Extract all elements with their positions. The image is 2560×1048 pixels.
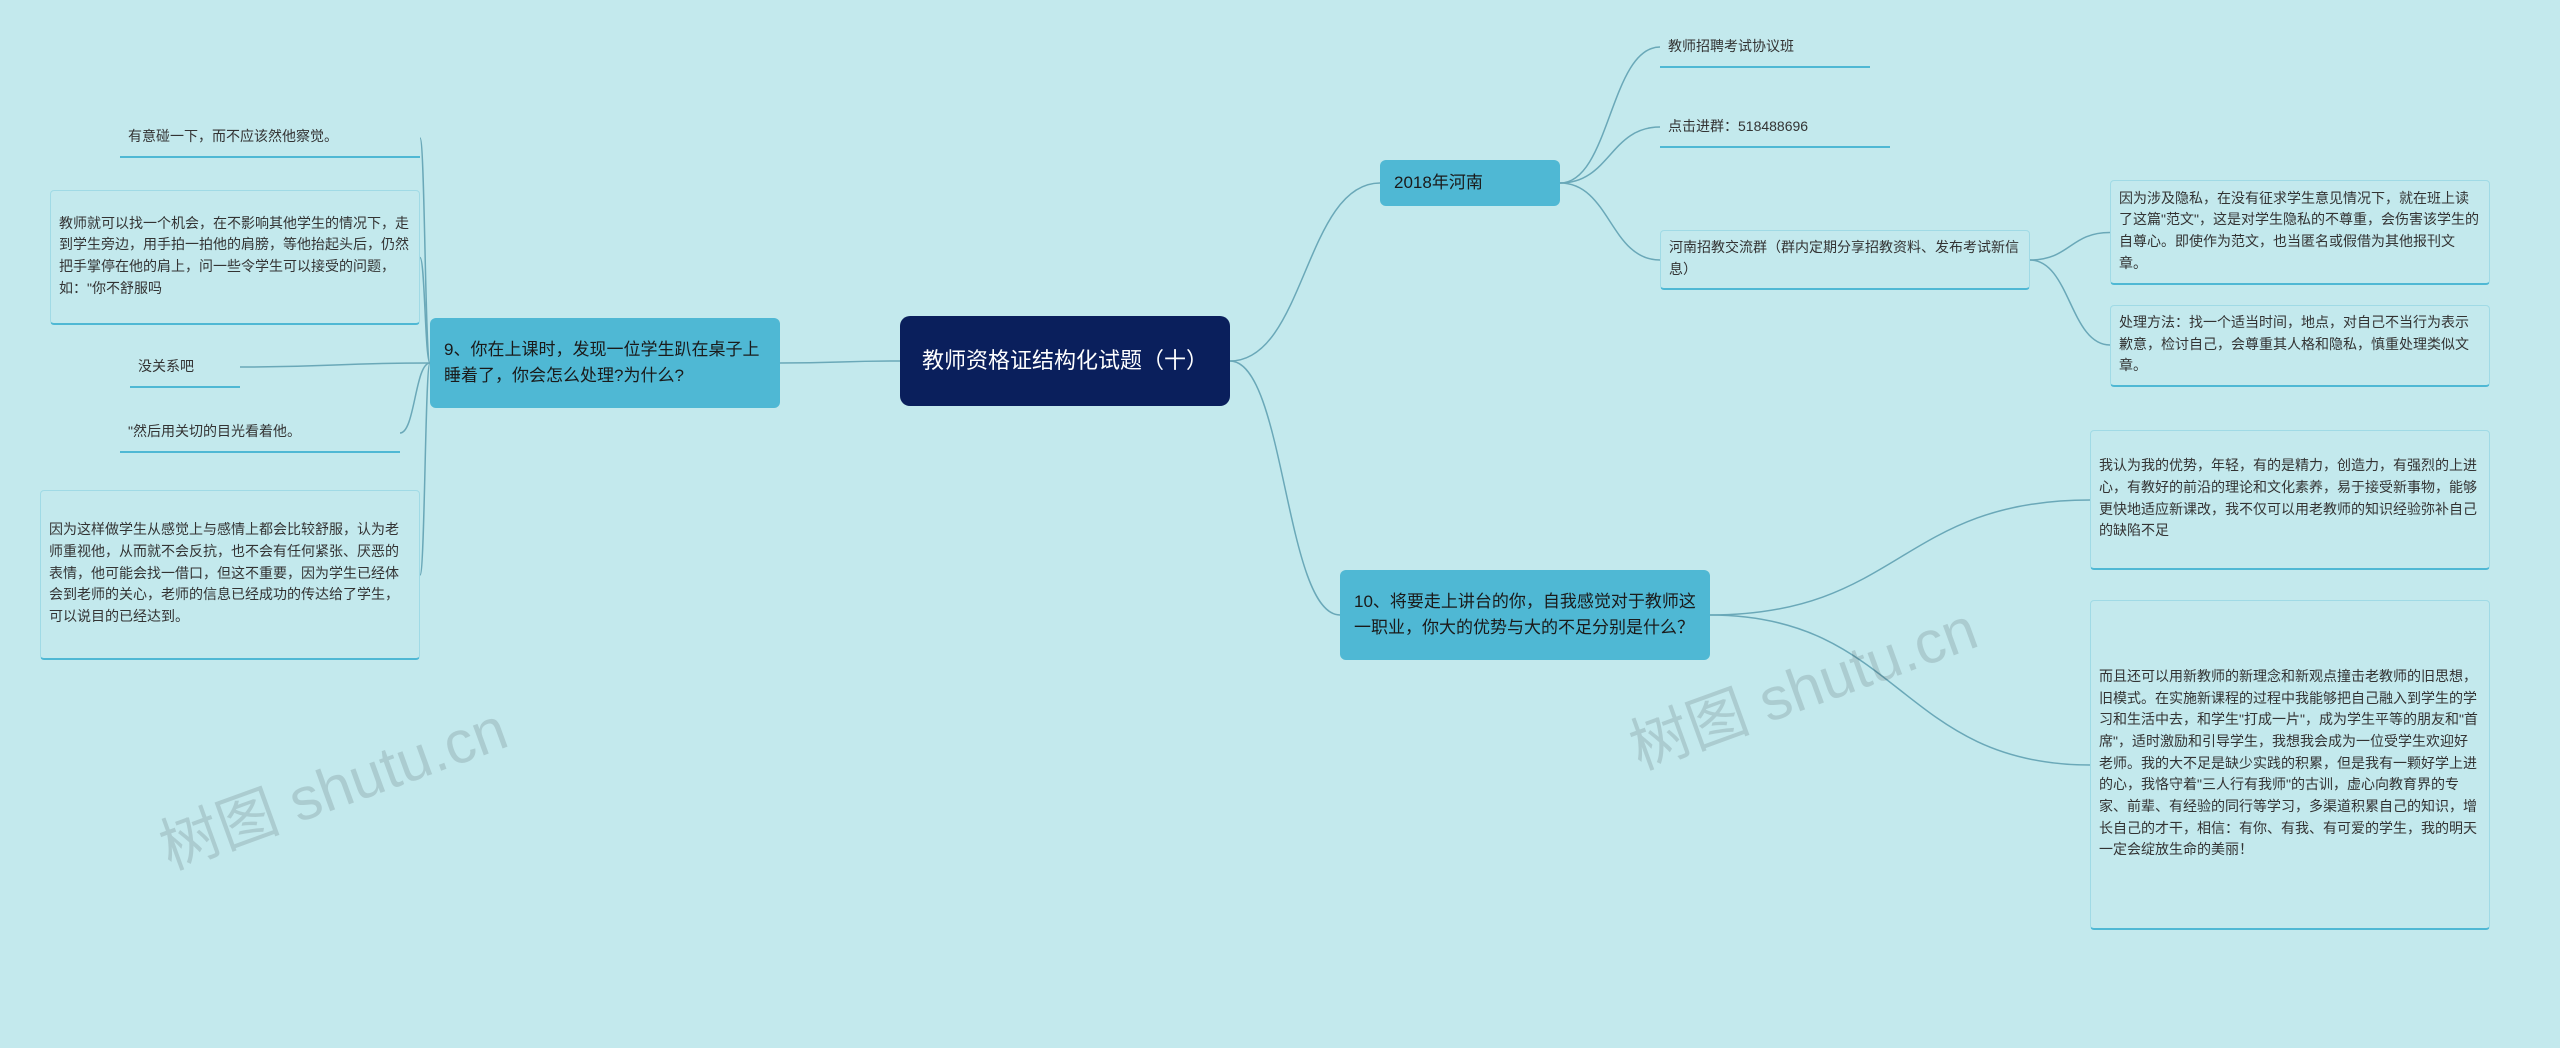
leaf-q10-advantage: 我认为我的优势，年轻，有的是精力，创造力，有强烈的上进心，有教好的前沿的理论和文…: [2090, 430, 2490, 570]
leaf-q9-chance: 教师就可以找一个机会，在不影响其他学生的情况下，走到学生旁边，用手拍一拍他的肩膀…: [50, 190, 420, 325]
edge: [420, 363, 430, 575]
edge: [1560, 47, 1660, 183]
leaf-q9-look: "然后用关切的目光看着他。: [120, 415, 400, 453]
edge: [2030, 233, 2110, 261]
edge: [1560, 127, 1660, 183]
leaf-henan-group: 点击进群：518488696: [1660, 110, 1890, 148]
branch-2018-henan[interactable]: 2018年河南: [1380, 160, 1560, 206]
leaf-henan-solution: 处理方法：找一个适当时间，地点，对自己不当行为表示歉意，检讨自己，会尊重其人格和…: [2110, 305, 2490, 387]
edge: [1710, 500, 2090, 615]
branch-question-9[interactable]: 9、你在上课时，发现一位学生趴在桌子上睡着了，你会怎么处理?为什么?: [430, 318, 780, 408]
leaf-q9-touch: 有意碰一下，而不应该然他察觉。: [120, 120, 420, 158]
edge: [1230, 361, 1340, 615]
leaf-henan-exchange: 河南招教交流群（群内定期分享招教资料、发布考试新信息）: [1660, 230, 2030, 290]
leaf-q9-reason: 因为这样做学生从感觉上与感情上都会比较舒服，认为老师重视他，从而就不会反抗，也不…: [40, 490, 420, 660]
edge: [2030, 260, 2110, 345]
leaf-henan-class: 教师招聘考试协议班: [1660, 30, 1870, 68]
root-node[interactable]: 教师资格证结构化试题（十）: [900, 316, 1230, 406]
edge: [1560, 183, 1660, 260]
leaf-q10-weakness: 而且还可以用新教师的新理念和新观点撞击老教师的旧思想，旧模式。在实施新课程的过程…: [2090, 600, 2490, 930]
leaf-q9-ok: 没关系吧: [130, 350, 240, 388]
edge: [1710, 615, 2090, 765]
branch-question-10[interactable]: 10、将要走上讲台的你，自我感觉对于教师这一职业，你大的优势与大的不足分别是什么…: [1340, 570, 1710, 660]
edge: [1230, 183, 1380, 361]
edge: [240, 363, 430, 367]
edge: [420, 138, 430, 363]
edge: [780, 361, 900, 363]
leaf-henan-privacy: 因为涉及隐私，在没有征求学生意见情况下，就在班上读了这篇"范文"，这是对学生隐私…: [2110, 180, 2490, 285]
